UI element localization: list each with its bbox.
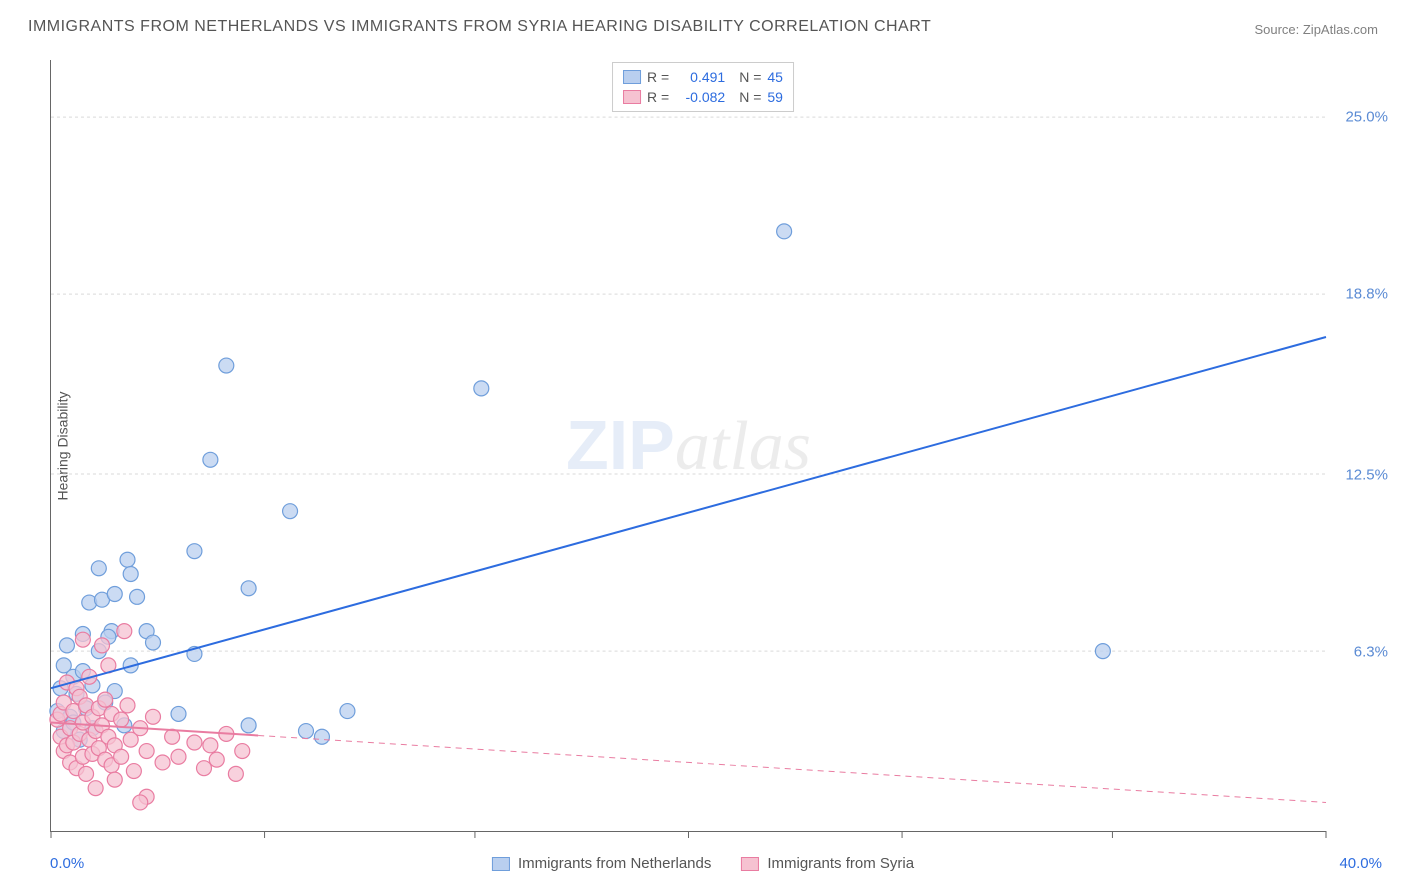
- n-label: N =: [739, 69, 761, 85]
- n-value: 59: [767, 89, 783, 105]
- correlation-legend: R = 0.491 N = 45 R = -0.082 N = 59: [612, 62, 794, 112]
- series-name: Immigrants from Netherlands: [518, 855, 711, 872]
- r-value: -0.082: [675, 89, 725, 105]
- legend-swatch: [492, 857, 510, 871]
- x-axis-max-label: 40.0%: [1339, 855, 1382, 872]
- r-label: R =: [647, 89, 669, 105]
- legend-swatch: [623, 70, 641, 84]
- source-value: ZipAtlas.com: [1303, 22, 1378, 37]
- legend-swatch: [741, 857, 759, 871]
- series-legend-item: Immigrants from Syria: [741, 855, 914, 872]
- y-tick-label: 12.5%: [1345, 466, 1388, 483]
- series-legend: Immigrants from Netherlands Immigrants fr…: [492, 855, 914, 872]
- legend-row: R = -0.082 N = 59: [623, 87, 783, 107]
- source-label: Source:: [1254, 22, 1302, 37]
- y-tick-label: 6.3%: [1354, 643, 1388, 660]
- x-axis-min-label: 0.0%: [50, 855, 84, 872]
- r-label: R =: [647, 69, 669, 85]
- n-label: N =: [739, 89, 761, 105]
- y-tick-label: 25.0%: [1345, 109, 1388, 126]
- source-attribution: Source: ZipAtlas.com: [1254, 22, 1378, 37]
- y-tick-label: 18.8%: [1345, 286, 1388, 303]
- chart-title: IMMIGRANTS FROM NETHERLANDS VS IMMIGRANT…: [28, 18, 931, 36]
- series-legend-item: Immigrants from Netherlands: [492, 855, 711, 872]
- legend-row: R = 0.491 N = 45: [623, 67, 783, 87]
- series-name: Immigrants from Syria: [767, 855, 914, 872]
- chart-canvas: [51, 60, 1326, 831]
- r-value: 0.491: [675, 69, 725, 85]
- scatter-chart: ZIPatlas: [50, 60, 1326, 832]
- legend-swatch: [623, 90, 641, 104]
- n-value: 45: [767, 69, 783, 85]
